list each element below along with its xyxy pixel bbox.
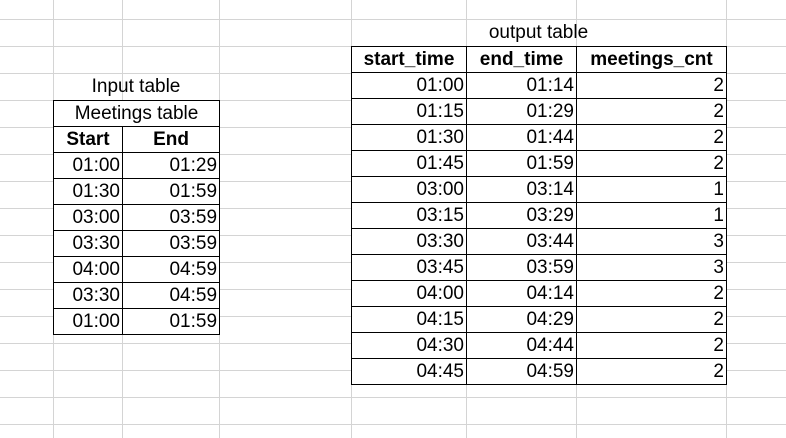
start-time-cell[interactable]: 03:15 [351,202,467,229]
output-header-start-time[interactable]: start_time [351,46,467,73]
start-time-cell[interactable]: 03:30 [351,228,467,255]
end-time-cell[interactable]: 03:44 [466,228,577,255]
output-table-row: 03:30 03:44 3 [351,228,727,255]
output-table-title: output table [488,22,589,43]
meetings-cnt-cell[interactable]: 1 [576,202,727,229]
end-cell[interactable]: 01:29 [121,152,221,179]
end-time-cell[interactable]: 04:59 [466,358,577,385]
meetings-cnt-cell[interactable]: 2 [576,332,727,359]
meetings-cnt-cell[interactable]: 2 [576,124,727,151]
output-table-row: 01:30 01:44 2 [351,124,727,151]
end-cell[interactable]: 04:59 [121,282,221,309]
end-time-cell[interactable]: 04:44 [466,332,577,359]
start-time-cell[interactable]: 01:30 [351,124,467,151]
output-header-end-time[interactable]: end_time [466,46,577,73]
output-header-meetings-cnt[interactable]: meetings_cnt [576,46,727,73]
meetings-cnt-cell[interactable]: 2 [576,306,727,333]
end-cell[interactable]: 01:59 [121,178,221,205]
start-time-cell[interactable]: 01:15 [351,98,467,125]
meetings-cnt-cell[interactable]: 3 [576,228,727,255]
meetings-cnt-cell[interactable]: 3 [576,254,727,281]
meetings-cnt-cell[interactable]: 2 [576,280,727,307]
meetings-cnt-cell[interactable]: 2 [576,98,727,125]
input-header-start[interactable]: Start [53,126,123,153]
output-table-row: 04:15 04:29 2 [351,306,727,333]
meetings-cnt-cell[interactable]: 2 [576,72,727,99]
end-cell[interactable]: 04:59 [121,256,221,283]
input-header-end[interactable]: End [121,126,221,153]
input-table: Meetings table Start End 01:00 01:29 01:30… [52,100,221,335]
input-table-row: 03:30 03:59 [53,230,221,257]
end-time-cell[interactable]: 01:44 [466,124,577,151]
output-table-row: 03:15 03:29 1 [351,202,727,229]
start-cell[interactable]: 01:00 [53,152,123,179]
start-cell[interactable]: 03:00 [53,204,123,231]
input-table-row: 03:30 04:59 [53,282,221,309]
start-cell[interactable]: 03:30 [53,230,123,257]
end-time-cell[interactable]: 01:59 [466,150,577,177]
start-time-cell[interactable]: 04:45 [351,358,467,385]
input-table-row: 03:00 03:59 [53,204,221,231]
start-time-cell[interactable]: 04:30 [351,332,467,359]
start-cell[interactable]: 04:00 [53,256,123,283]
start-time-cell[interactable]: 03:45 [351,254,467,281]
meetings-cnt-cell[interactable]: 2 [576,150,727,177]
end-time-cell[interactable]: 03:14 [466,176,577,203]
output-table-row: 01:45 01:59 2 [351,150,727,177]
output-table-row: 04:30 04:44 2 [351,332,727,359]
output-table: start_time end_time meetings_cnt 01:00 01… [351,46,727,385]
output-table-row: 03:00 03:14 1 [351,176,727,203]
start-time-cell[interactable]: 01:00 [351,72,467,99]
output-table-row: 01:00 01:14 2 [351,72,727,99]
end-time-cell[interactable]: 03:59 [466,254,577,281]
end-time-cell[interactable]: 04:14 [466,280,577,307]
output-table-row: 01:15 01:29 2 [351,98,727,125]
input-table-row: 01:00 01:59 [53,308,221,335]
input-table-row: 01:30 01:59 [53,178,221,205]
start-cell[interactable]: 01:00 [53,308,123,335]
end-time-cell[interactable]: 04:29 [466,306,577,333]
end-cell[interactable]: 01:59 [121,308,221,335]
start-time-cell[interactable]: 01:45 [351,150,467,177]
start-time-cell[interactable]: 03:00 [351,176,467,203]
input-table-title: Input table [91,76,181,97]
end-time-cell[interactable]: 03:29 [466,202,577,229]
meetings-cnt-cell[interactable]: 2 [576,358,727,385]
input-table-row: 01:00 01:29 [53,152,221,179]
meetings-cnt-cell[interactable]: 1 [576,176,727,203]
output-table-row: 04:00 04:14 2 [351,280,727,307]
end-cell[interactable]: 03:59 [121,204,221,231]
start-cell[interactable]: 03:30 [53,282,123,309]
output-table-row: 03:45 03:59 3 [351,254,727,281]
start-time-cell[interactable]: 04:00 [351,280,467,307]
end-time-cell[interactable]: 01:14 [466,72,577,99]
end-cell[interactable]: 03:59 [121,230,221,257]
start-cell[interactable]: 01:30 [53,178,123,205]
start-time-cell[interactable]: 04:15 [351,306,467,333]
end-time-cell[interactable]: 01:29 [466,98,577,125]
input-table-caption[interactable]: Meetings table [52,100,221,127]
output-table-row: 04:45 04:59 2 [351,358,727,385]
input-table-row: 04:00 04:59 [53,256,221,283]
